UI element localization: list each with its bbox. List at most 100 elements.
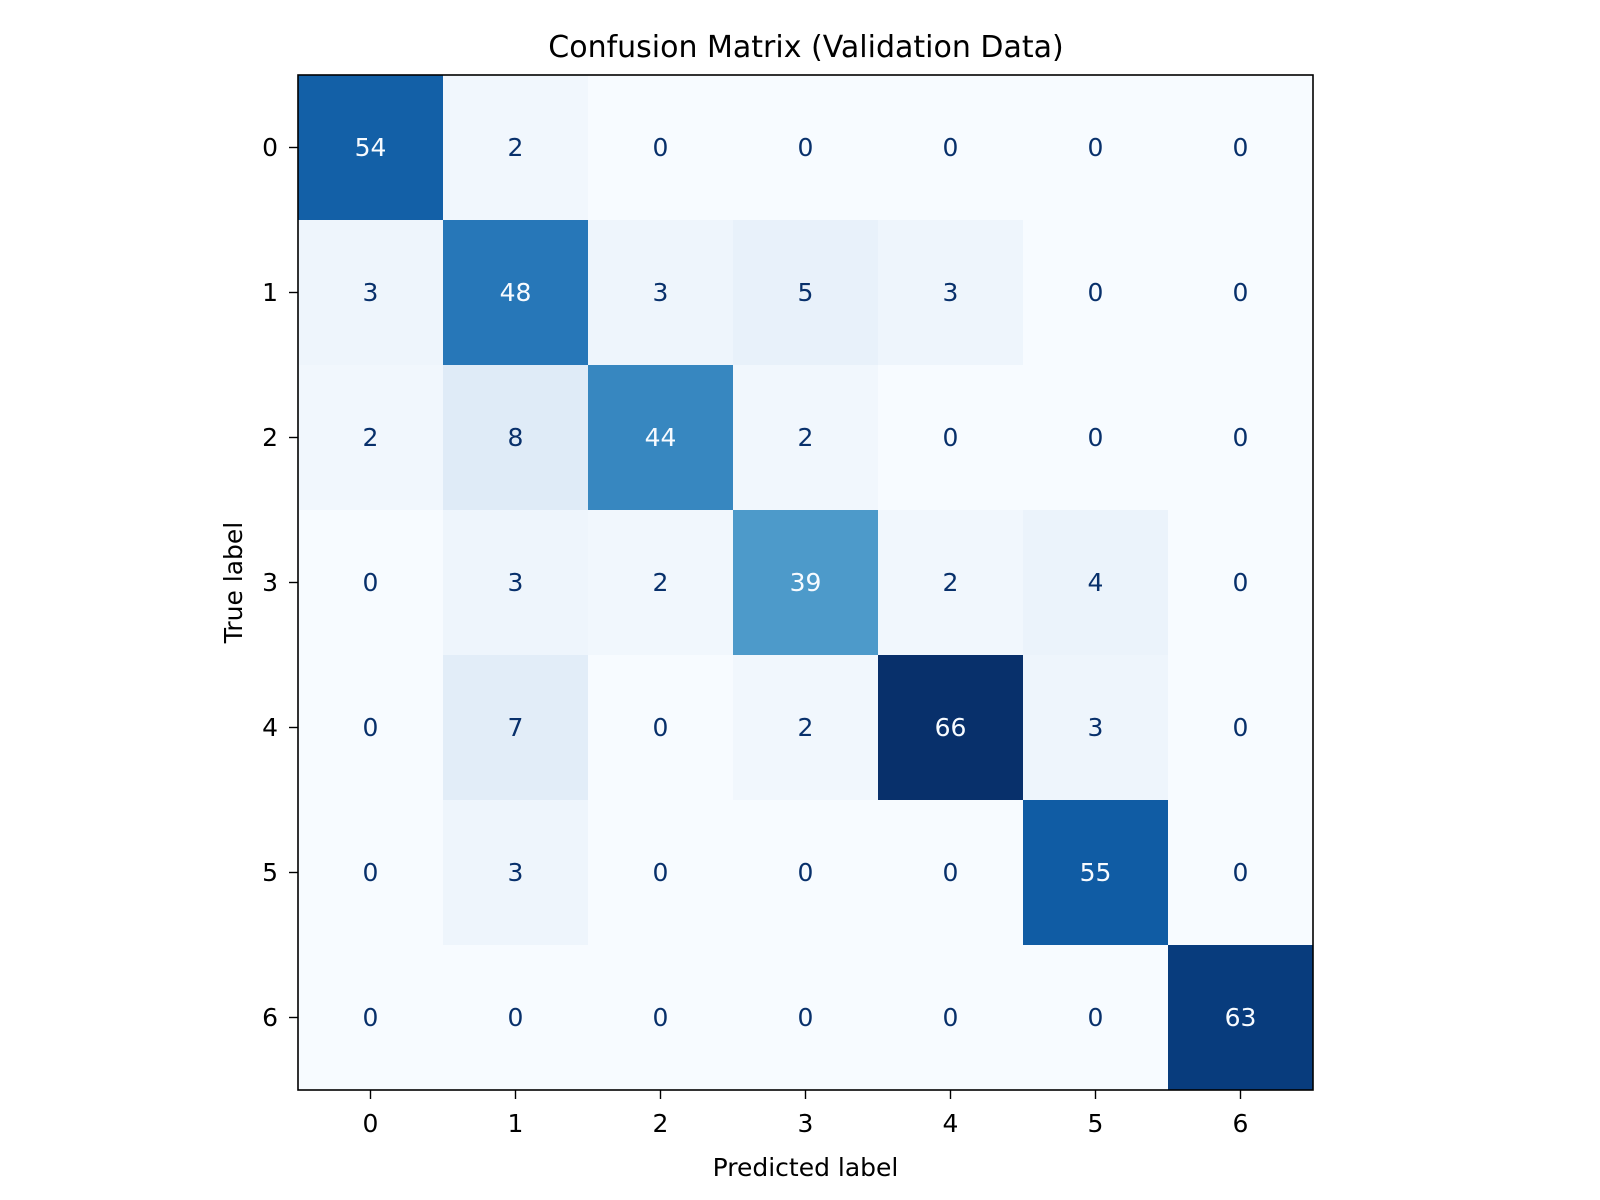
heatmap-cell [733, 510, 879, 656]
heatmap-cell [443, 945, 589, 1091]
heatmap-cell [878, 510, 1024, 656]
heatmap-cell [588, 945, 734, 1091]
cell-value-label: 2 [363, 423, 379, 452]
heatmap-cell [733, 220, 879, 366]
heatmap-cell [733, 945, 879, 1091]
cell-value-label: 0 [1233, 568, 1249, 597]
heatmap-cell [298, 75, 444, 221]
heatmap-cell [733, 75, 879, 221]
heatmap-cell [443, 75, 589, 221]
cell-value-label: 2 [508, 133, 524, 162]
heatmap-cell [733, 800, 879, 946]
chart-title: Confusion Matrix (Validation Data) [548, 30, 1063, 65]
x-tick-label: 4 [943, 1109, 959, 1138]
x-axis-label: Predicted label [713, 1153, 899, 1182]
y-axis-ticks: 0 1 2 3 4 5 6 [262, 133, 298, 1032]
cell-value-label: 3 [508, 568, 524, 597]
y-tick-label: 0 [262, 133, 278, 162]
cell-value-label: 0 [943, 133, 959, 162]
heatmap-cell [443, 365, 589, 511]
heatmap-cell [1168, 510, 1314, 656]
cell-value-label: 0 [508, 1003, 524, 1032]
heatmap-cells [298, 75, 1314, 1091]
x-tick-label: 6 [1233, 1109, 1249, 1138]
cell-value-label: 0 [943, 858, 959, 887]
cell-value-label: 2 [798, 423, 814, 452]
cell-value-label: 0 [798, 133, 814, 162]
heatmap-cell [298, 220, 444, 366]
heatmap-cell [588, 800, 734, 946]
cell-value-label: 39 [790, 568, 822, 597]
heatmap-cell [588, 655, 734, 801]
heatmap-cell [443, 510, 589, 656]
heatmap-cell [878, 220, 1024, 366]
cell-value-label: 4 [1088, 568, 1104, 597]
cell-value-label: 63 [1225, 1003, 1257, 1032]
heatmap-cell [443, 800, 589, 946]
heatmap-cell [1168, 75, 1314, 221]
cell-value-label: 48 [500, 278, 532, 307]
heatmap-cell [443, 220, 589, 366]
y-tick-label: 2 [262, 423, 278, 452]
cell-value-label: 0 [1088, 278, 1104, 307]
y-tick-label: 6 [262, 1003, 278, 1032]
cell-value-label: 7 [508, 713, 524, 742]
heatmap-cell [298, 800, 444, 946]
heatmap-cell [298, 510, 444, 656]
y-tick-label: 3 [262, 568, 278, 597]
heatmap-cell [1023, 220, 1169, 366]
heatmap-cell [1023, 365, 1169, 511]
heatmap-cell [588, 510, 734, 656]
cell-value-label: 0 [1233, 858, 1249, 887]
cell-value-labels: 54 2 0 0 0 0 0 3 48 3 5 3 0 0 2 8 44 2 0 0 0 0 3 2 39 2 4 0 0 7 0 2 66 3 0… [355, 133, 1257, 1032]
x-tick-label: 0 [363, 1109, 379, 1138]
cell-value-label: 5 [798, 278, 814, 307]
heatmap-cell [298, 655, 444, 801]
heatmap-cell [1168, 945, 1314, 1091]
y-axis-label: True label [219, 522, 248, 645]
cell-value-label: 0 [1233, 133, 1249, 162]
cell-value-label: 0 [798, 1003, 814, 1032]
heatmap-cell [1023, 800, 1169, 946]
cell-value-label: 0 [653, 858, 669, 887]
cell-value-label: 55 [1080, 858, 1112, 887]
heatmap-cell [1023, 75, 1169, 221]
heatmap-cell [1168, 220, 1314, 366]
cell-value-label: 2 [798, 713, 814, 742]
cell-value-label: 3 [943, 278, 959, 307]
cell-value-label: 0 [943, 423, 959, 452]
x-axis-ticks: 0 1 2 3 4 5 6 [363, 1090, 1249, 1138]
heatmap-cell [878, 800, 1024, 946]
cell-value-label: 54 [355, 133, 387, 162]
y-tick-label: 4 [262, 713, 278, 742]
x-tick-label: 2 [653, 1109, 669, 1138]
cell-value-label: 44 [645, 423, 677, 452]
x-tick-label: 3 [798, 1109, 814, 1138]
cell-value-label: 0 [363, 568, 379, 597]
x-tick-label: 1 [508, 1109, 524, 1138]
heatmap-cell [588, 365, 734, 511]
cell-value-label: 0 [363, 858, 379, 887]
cell-value-label: 0 [653, 133, 669, 162]
heatmap-cell [878, 75, 1024, 221]
cell-value-label: 3 [508, 858, 524, 887]
x-tick-label: 5 [1088, 1109, 1104, 1138]
cell-value-label: 2 [943, 568, 959, 597]
heatmap-cell [733, 655, 879, 801]
cell-value-label: 0 [363, 713, 379, 742]
cell-value-label: 0 [653, 1003, 669, 1032]
cell-value-label: 0 [1233, 278, 1249, 307]
cell-value-label: 2 [653, 568, 669, 597]
heatmap-cell [1023, 655, 1169, 801]
y-tick-label: 5 [262, 858, 278, 887]
heatmap-cell [1168, 655, 1314, 801]
cell-value-label: 3 [1088, 713, 1104, 742]
cell-value-label: 0 [943, 1003, 959, 1032]
cell-value-label: 0 [1233, 423, 1249, 452]
cell-value-label: 0 [363, 1003, 379, 1032]
cell-value-label: 0 [798, 858, 814, 887]
heatmap-cell [1023, 510, 1169, 656]
heatmap-cell [298, 365, 444, 511]
cell-value-label: 3 [653, 278, 669, 307]
